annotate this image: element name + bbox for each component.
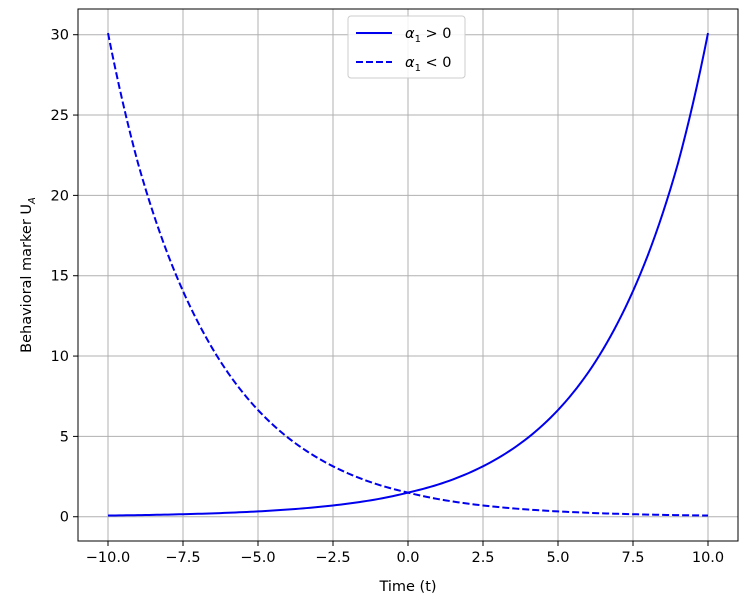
y-tick-label: 25 xyxy=(51,108,69,124)
legend: α1 > 0 α1 < 0 xyxy=(347,15,466,79)
grid xyxy=(78,9,738,541)
x-tick-label: 10.0 xyxy=(692,550,724,566)
x-axis-label: Time (t) xyxy=(378,579,436,595)
x-tick-label: 2.5 xyxy=(471,550,494,566)
y-tick-label: 10 xyxy=(51,349,69,365)
y-axis-label: Behavioral marker UA xyxy=(19,197,38,353)
x-axis: −10.0 −7.5 −5.0 −2.5 0.0 2.5 5.0 7.5 10.0 xyxy=(86,541,724,566)
x-tick-label: −2.5 xyxy=(315,550,350,566)
x-tick-label: −10.0 xyxy=(86,550,130,566)
x-tick-label: 0.0 xyxy=(396,550,419,566)
y-axis: 0 5 10 15 20 25 30 xyxy=(51,28,78,526)
x-tick-label: 5.0 xyxy=(546,550,569,566)
x-tick-label: −5.0 xyxy=(240,550,275,566)
x-tick-label: −7.5 xyxy=(165,550,200,566)
x-tick-label: 7.5 xyxy=(621,550,644,566)
y-tick-label: 15 xyxy=(51,269,69,285)
y-tick-label: 30 xyxy=(51,28,69,44)
y-tick-label: 20 xyxy=(51,188,69,204)
legend-label-alpha-negative: α1 < 0 xyxy=(405,55,452,74)
series-line-alpha-negative xyxy=(107,32,709,517)
y-axis-label-main: Behavioral marker U xyxy=(19,204,35,353)
y-tick-label: 5 xyxy=(60,429,69,445)
y-tick-label: 0 xyxy=(60,510,69,526)
y-axis-label-subscript: A xyxy=(27,197,38,205)
legend-label-alpha-positive: α1 > 0 xyxy=(405,26,452,45)
series-group xyxy=(107,32,709,517)
